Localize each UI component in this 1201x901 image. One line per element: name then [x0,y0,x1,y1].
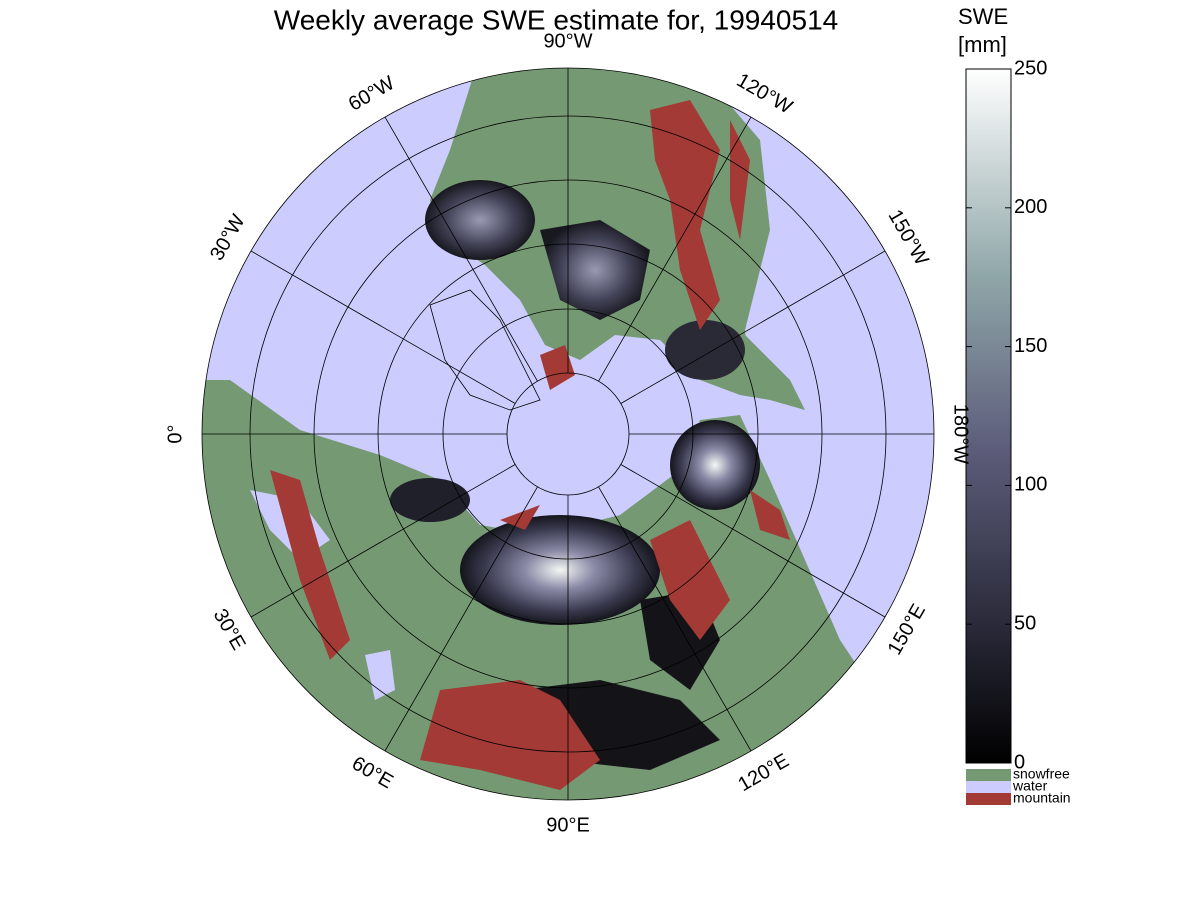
colorbar-label: [mm] [958,32,1007,57]
title: Weekly average SWE estimate for, 1994051… [274,4,838,35]
snow-canada [425,180,535,260]
colorbar-ramp [965,68,1012,764]
meridian-label: 90°E [546,814,590,836]
colorbar: SWE [mm] 0 50 100 150 200 250 snowfreewatermou… [958,4,1071,806]
meridian-label: 60°W [345,72,399,116]
snow-scandinavia [390,478,470,522]
mountain [270,470,350,660]
meridian [620,250,886,404]
colorbar-tick-label: 0 [1014,751,1025,773]
meridian [384,486,538,752]
meridian [250,250,516,404]
colorbar-label: SWE [958,4,1008,29]
snow-canada-east [540,220,650,320]
graticule [202,68,934,800]
map-disc [202,68,934,800]
meridian-label: 0° [164,424,186,443]
legend-swatch [966,781,1011,793]
meridian [598,486,752,752]
meridian-label: 120°W [733,69,796,118]
meridian [620,464,886,618]
meridian-label: 180°W [950,404,972,464]
mountain [540,345,575,390]
map-border [201,67,935,801]
snow-alaska [665,320,745,380]
colorbar-tick-label: 100 [1014,474,1047,496]
mountain [730,120,750,240]
meridian-label: 150°E [884,600,930,658]
snow-east-siberia [670,420,760,510]
colorbar-tick-label: 200 [1014,196,1047,218]
colorbar-tick-label: 50 [1014,612,1036,634]
greenland [429,289,541,411]
meridian-label: 60°E [348,752,397,793]
snow-siberia [460,515,660,625]
meridian-label: 90°W [543,30,592,52]
mountain [420,680,600,790]
colorbar-tick-label: 150 [1014,335,1047,357]
legend-swatch [966,769,1011,781]
colorbar-tick-label: 250 [1014,57,1047,79]
legend-label: snowfree [1013,766,1070,782]
mountain [650,100,720,330]
legend-swatch [966,793,1011,805]
legend-label: mountain [1013,790,1071,806]
meridian-label: 30°E [209,605,250,654]
meridian-label: 120°E [734,750,792,796]
meridian-label: 150°W [884,206,933,269]
meridian [250,464,516,618]
meridian [384,116,538,382]
legend-label: water [1012,778,1048,794]
meridian-label: 30°W [206,211,250,265]
meridian [598,116,752,382]
caspian [365,650,395,700]
mountain [750,490,790,540]
